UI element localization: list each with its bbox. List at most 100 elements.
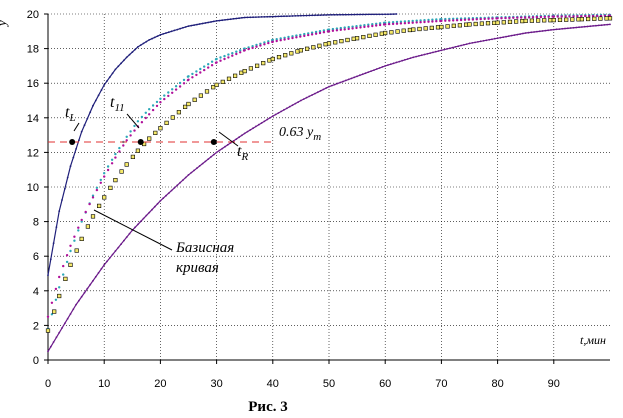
series-point bbox=[163, 94, 166, 97]
series-point bbox=[214, 82, 219, 87]
series-point bbox=[77, 229, 80, 232]
series-point bbox=[134, 48, 137, 51]
x-tick-label: 90 bbox=[548, 378, 560, 390]
series-point bbox=[241, 16, 243, 19]
series-point bbox=[210, 21, 212, 23]
series-point bbox=[122, 144, 125, 147]
series-point bbox=[307, 32, 310, 35]
series-point bbox=[257, 16, 260, 18]
series-point bbox=[603, 24, 606, 26]
tl-label: tL bbox=[65, 104, 76, 124]
series-point bbox=[350, 13, 353, 16]
series-point bbox=[153, 36, 156, 39]
series-point bbox=[491, 17, 494, 20]
series-point bbox=[339, 38, 344, 44]
series-point bbox=[373, 13, 375, 16]
series-point bbox=[223, 57, 226, 61]
series-point bbox=[523, 16, 527, 19]
series-point bbox=[463, 18, 467, 21]
series-point bbox=[49, 258, 52, 261]
series-point bbox=[77, 226, 80, 229]
series-point bbox=[277, 15, 280, 18]
series-point bbox=[113, 178, 118, 183]
series-point bbox=[333, 83, 336, 86]
series-point bbox=[68, 262, 73, 268]
series-point bbox=[252, 127, 255, 130]
series-point bbox=[288, 15, 291, 17]
y-tick-label: 8 bbox=[33, 217, 39, 229]
series-point bbox=[183, 104, 188, 109]
series-point bbox=[155, 100, 159, 104]
series-point bbox=[243, 132, 246, 135]
series-point bbox=[302, 98, 305, 100]
series-point bbox=[371, 24, 374, 28]
series-point bbox=[353, 13, 356, 16]
series-point bbox=[323, 42, 328, 47]
series-point bbox=[295, 49, 300, 54]
series-point bbox=[533, 31, 535, 33]
series-point bbox=[72, 156, 75, 159]
series-point bbox=[165, 32, 167, 34]
series-point bbox=[548, 18, 553, 23]
series-point bbox=[78, 139, 80, 142]
series-point bbox=[58, 275, 61, 279]
series-point bbox=[452, 19, 455, 22]
series-point bbox=[167, 31, 170, 34]
reference-line-label: 0.63 ym bbox=[279, 125, 321, 143]
series-point bbox=[92, 104, 94, 107]
series-point bbox=[541, 30, 544, 32]
series-point bbox=[307, 33, 310, 37]
series-point bbox=[467, 22, 472, 27]
series-point bbox=[395, 22, 399, 25]
series-point bbox=[233, 73, 238, 78]
series-point bbox=[125, 135, 128, 138]
series-point bbox=[347, 78, 350, 81]
series-point bbox=[62, 264, 65, 268]
series-point bbox=[140, 115, 144, 119]
series-point bbox=[86, 287, 89, 290]
series-point bbox=[246, 130, 249, 133]
series-point bbox=[199, 71, 202, 74]
series-point bbox=[598, 16, 603, 21]
series-point bbox=[187, 78, 190, 81]
series-point bbox=[88, 202, 91, 206]
series-point bbox=[339, 13, 342, 16]
series-point bbox=[274, 113, 277, 116]
series-point bbox=[120, 243, 122, 246]
x-tick-label: 10 bbox=[98, 378, 110, 390]
series-point bbox=[179, 27, 182, 30]
series-point bbox=[384, 65, 387, 67]
series-point bbox=[69, 313, 72, 315]
series-point bbox=[395, 29, 400, 34]
y-tick-label: 10 bbox=[27, 182, 39, 194]
series-point bbox=[395, 13, 398, 15]
series-point bbox=[215, 61, 218, 64]
series-point bbox=[201, 162, 204, 165]
series-point bbox=[359, 74, 361, 77]
series-point bbox=[479, 40, 482, 43]
series-point bbox=[255, 16, 257, 18]
series-point bbox=[576, 15, 579, 18]
series-point bbox=[151, 37, 153, 40]
series-point bbox=[134, 226, 137, 229]
series-point bbox=[427, 18, 430, 22]
series-point bbox=[392, 13, 395, 16]
series-point bbox=[78, 299, 80, 302]
x-tick-label: 70 bbox=[435, 378, 447, 390]
series-point bbox=[585, 16, 591, 22]
series-point bbox=[343, 28, 346, 31]
x-tick-label: 60 bbox=[379, 378, 391, 390]
series-point bbox=[325, 14, 328, 16]
series-point bbox=[510, 34, 513, 37]
series-point bbox=[501, 20, 506, 25]
series-point bbox=[148, 113, 151, 116]
series-point bbox=[182, 26, 184, 29]
series-point bbox=[283, 15, 285, 18]
series-point bbox=[212, 153, 215, 156]
series-point bbox=[439, 24, 444, 30]
series-point bbox=[54, 298, 58, 301]
series-point bbox=[457, 23, 463, 28]
series-point bbox=[66, 176, 69, 179]
series-point bbox=[266, 15, 269, 18]
series-point bbox=[333, 40, 338, 45]
